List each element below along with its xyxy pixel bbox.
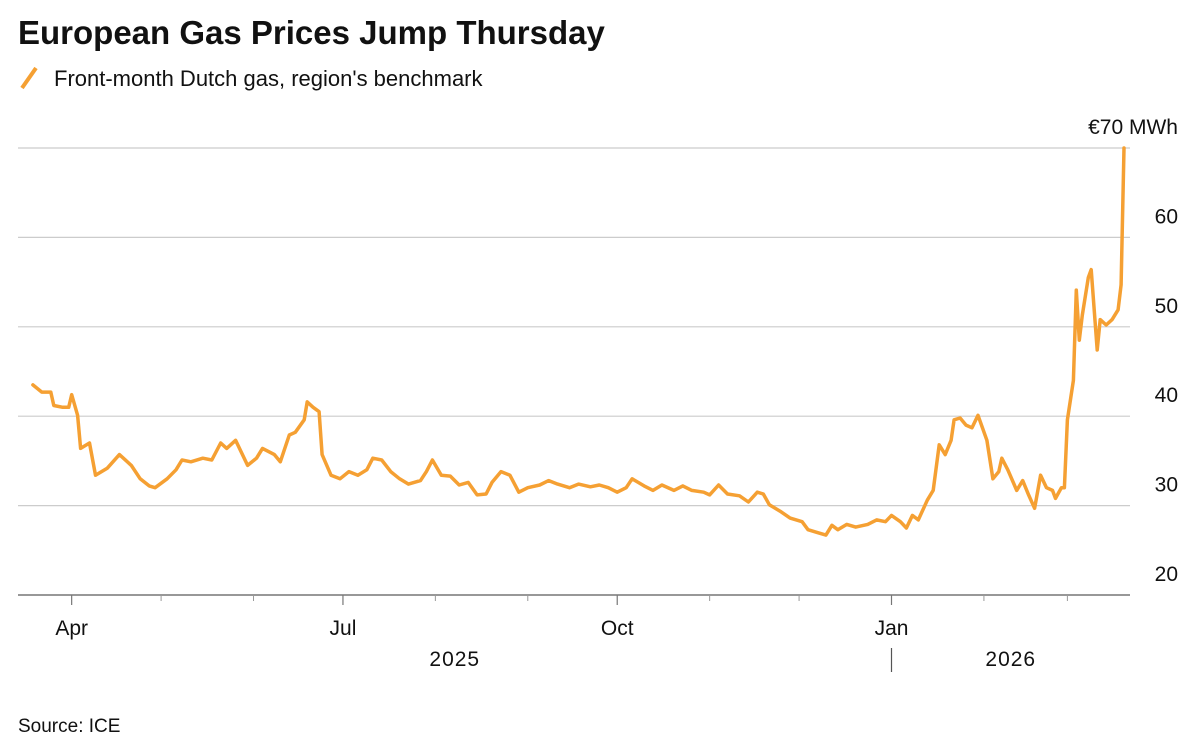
y-tick-label: 20 <box>1155 563 1178 586</box>
y-tick-label: 40 <box>1155 384 1178 407</box>
source: Source: ICE <box>18 716 120 737</box>
y-tick-label: 30 <box>1155 474 1178 497</box>
year-label: 2025 <box>429 648 480 671</box>
x-tick-label: Jul <box>330 617 357 640</box>
series-line <box>31 146 1126 537</box>
legend-label: Front-month Dutch gas, region's benchmar… <box>54 66 484 91</box>
legend-swatch <box>20 66 38 90</box>
x-tick-label: Oct <box>601 617 634 640</box>
year-label: 2026 <box>985 648 1036 671</box>
x-tick-label: Jan <box>875 617 909 640</box>
y-tick-label: 50 <box>1155 295 1178 318</box>
y-tick-label: 60 <box>1155 205 1178 228</box>
y-tick-label: €70 MWh <box>1088 116 1178 139</box>
chart-title: European Gas Prices Jump Thursday <box>18 14 606 51</box>
x-tick-label: Apr <box>55 617 88 640</box>
